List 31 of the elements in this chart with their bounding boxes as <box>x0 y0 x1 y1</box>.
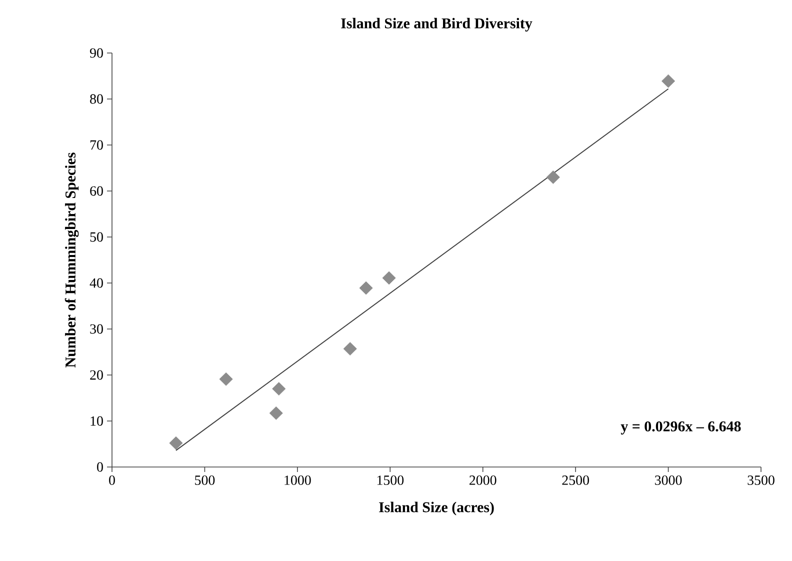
point <box>546 170 560 184</box>
x-tick-label: 2500 <box>562 476 589 485</box>
point <box>272 382 286 396</box>
x-tick-label: 0 <box>109 476 115 485</box>
y-tick-label: 60 <box>90 186 103 196</box>
y-tick-label: 10 <box>90 416 103 426</box>
y-tick-label: 90 <box>90 48 103 58</box>
y-tick-label: 80 <box>90 94 103 104</box>
x-tick-label: 3000 <box>655 476 682 485</box>
point <box>343 342 357 356</box>
x-tick-label: 2000 <box>470 476 496 485</box>
chart-title: Island Size and Bird Diversity <box>341 18 532 32</box>
annotation: y = 0.0296x – 6.648 <box>620 421 741 434</box>
point <box>219 372 233 386</box>
point <box>359 281 373 295</box>
y-tick-label: 40 <box>90 278 103 288</box>
y-tick-label: 70 <box>90 140 103 150</box>
x-tick-label: 1500 <box>377 476 404 485</box>
point <box>169 436 183 450</box>
y-tick-label: 20 <box>90 370 103 380</box>
point <box>269 406 283 420</box>
x-tick-label: 3500 <box>748 476 774 485</box>
y-tick-label: 0 <box>97 462 103 472</box>
point <box>662 74 676 88</box>
x-tick-label: 1000 <box>284 476 311 485</box>
y-axis-title: Number of Hummingbird Species <box>64 152 79 368</box>
x-tick-label: 500 <box>195 476 215 485</box>
y-tick-label: 30 <box>90 324 103 334</box>
x-axis-title: Island Size (acres) <box>379 502 494 516</box>
y-tick-label: 50 <box>90 232 103 242</box>
point <box>382 271 396 285</box>
